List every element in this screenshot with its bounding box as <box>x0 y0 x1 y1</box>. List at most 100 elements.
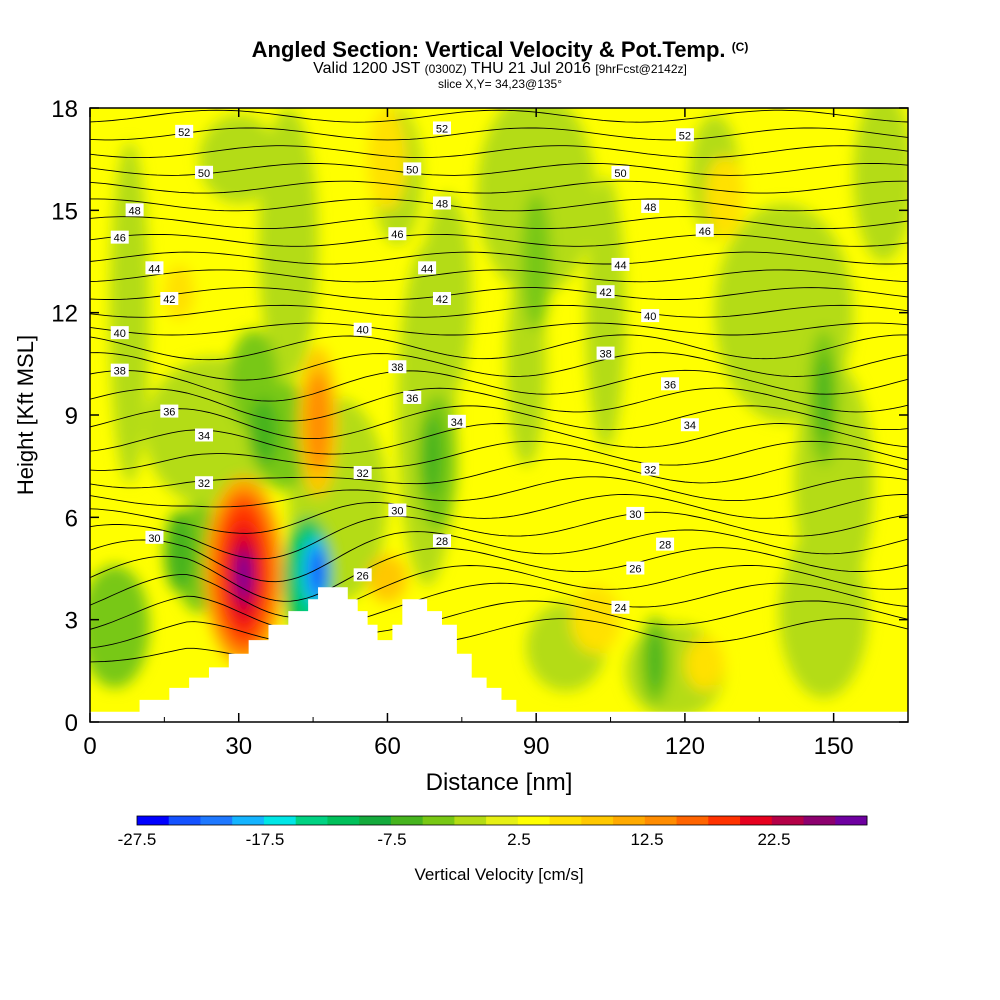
contour-label-bg <box>611 257 630 271</box>
y-tick-label: 15 <box>51 198 78 225</box>
velocity-region <box>367 554 408 603</box>
colorbar-swatch <box>581 816 614 825</box>
colorbar-swatch <box>137 816 170 825</box>
contour-label-bg <box>695 223 714 237</box>
theta-contours <box>90 108 908 663</box>
colorbar-swatch <box>200 816 233 825</box>
contour-label-bg <box>195 428 214 442</box>
title-text: Angled Section: Vertical Velocity & Pot.… <box>251 37 726 62</box>
colorbar-swatch <box>232 816 265 825</box>
theta-contour-line <box>90 127 908 141</box>
colorbar-swatch <box>263 816 297 825</box>
contour-label: 40 <box>114 328 126 340</box>
theta-contour-line <box>90 369 908 402</box>
contour-label-bg <box>403 390 422 404</box>
contour-label-bg <box>596 285 615 299</box>
theta-contour-line <box>90 618 908 663</box>
y-tick-label: 6 <box>65 505 78 532</box>
contour-label-bg <box>641 462 660 476</box>
contour-label: 30 <box>391 506 403 518</box>
contour-label-bg <box>418 261 437 275</box>
y-axis: 0 36 9 12 15 18 <box>51 96 908 737</box>
contour-label: 32 <box>644 465 656 477</box>
x-tick-label: 30 <box>225 733 252 760</box>
theta-contour-line <box>90 233 908 247</box>
y-tick-label: 9 <box>65 403 78 430</box>
theta-contour-line <box>90 352 908 381</box>
contour-label-bg <box>160 404 179 418</box>
contour-label-bg <box>432 534 451 548</box>
contour-label-bg <box>353 465 372 479</box>
contour-label: 50 <box>614 168 626 180</box>
velocity-region <box>704 155 745 238</box>
contour-label-bg <box>611 600 630 614</box>
theta-contour-line <box>90 494 908 534</box>
contour-label-bg <box>388 360 407 374</box>
contour-label: 38 <box>391 362 403 374</box>
contour-label: 48 <box>436 199 448 211</box>
theta-contour-line <box>90 476 908 508</box>
colorbar-swatch <box>390 816 424 825</box>
y-tick-label: 0 <box>65 710 78 737</box>
contour-label-bg <box>110 230 129 244</box>
contour-label: 28 <box>659 540 671 552</box>
chart-subtitle: Valid 1200 JST (0300Z) THU 21 Jul 2016 [… <box>0 60 1000 78</box>
x-tick-label: 0 <box>83 733 96 760</box>
theta-contour-line <box>90 547 908 602</box>
contour-label: 48 <box>128 205 140 217</box>
colorbar-swatch <box>803 816 836 825</box>
theta-contour-line <box>90 198 908 212</box>
contour-label-bg <box>110 326 129 340</box>
contour-label: 32 <box>198 478 210 490</box>
contour-label: 46 <box>391 229 403 241</box>
theta-contour-line <box>90 458 908 489</box>
colorbar-swatch <box>771 816 805 825</box>
contour-label-bg <box>403 162 422 176</box>
theta-contour-line <box>90 322 908 336</box>
slice-info: slice X,Y= 34,23@135° <box>437 77 563 91</box>
contour-label: 24 <box>614 603 626 615</box>
contour-label: 32 <box>357 468 369 480</box>
contour-label: 50 <box>198 168 210 180</box>
contour-label: 36 <box>406 393 418 405</box>
y-tick-label: 12 <box>51 301 78 328</box>
colorbar-frame <box>136 815 868 826</box>
contour-label: 30 <box>148 533 160 545</box>
x-tick-label: 90 <box>523 733 550 760</box>
y-tick-label: 18 <box>51 96 78 123</box>
theta-contour-line <box>90 334 908 361</box>
contour-label: 28 <box>436 536 448 548</box>
velocity-region <box>779 527 869 699</box>
velocity-region <box>521 193 552 330</box>
colorbar-swatch <box>517 816 551 825</box>
contour-label: 40 <box>357 325 369 337</box>
contour-label: 42 <box>599 287 611 299</box>
contour-label: 36 <box>664 379 676 391</box>
contour-label: 48 <box>644 202 656 214</box>
colorbar-tick-label: -17.5 <box>246 830 285 849</box>
colorbar-swatch <box>676 816 709 825</box>
theta-contour-line <box>90 511 908 560</box>
contour-label: 34 <box>684 420 696 432</box>
velocity-region <box>248 397 279 467</box>
theta-contour-line <box>90 162 908 176</box>
theta-contour-line <box>90 387 908 422</box>
contour-label-bg <box>626 561 645 575</box>
theta-contour-line <box>90 216 908 230</box>
contour-label: 30 <box>629 509 641 521</box>
contour-label-bg <box>641 309 660 323</box>
contour-label-bg <box>447 414 466 428</box>
contour-label: 52 <box>436 123 448 135</box>
velocity-region <box>305 370 331 473</box>
colorbar-tick-label: 2.5 <box>507 830 531 849</box>
colorbar-swatch <box>422 816 455 825</box>
colorbar-swatch <box>549 816 582 825</box>
x-axis: 0 30 60 90 120 150 <box>83 108 909 760</box>
velocity-region <box>90 565 150 688</box>
velocity-region <box>684 636 725 692</box>
colorbar-swatch <box>327 816 360 825</box>
theta-contour-line <box>90 304 908 318</box>
contour-label-bg <box>353 568 372 582</box>
theta-contour-line <box>90 109 908 123</box>
plot-area: 24 26 26 28 28 30 30 30 32 32 32 34 34 34 36 36 36 38 38 38… <box>90 108 908 722</box>
